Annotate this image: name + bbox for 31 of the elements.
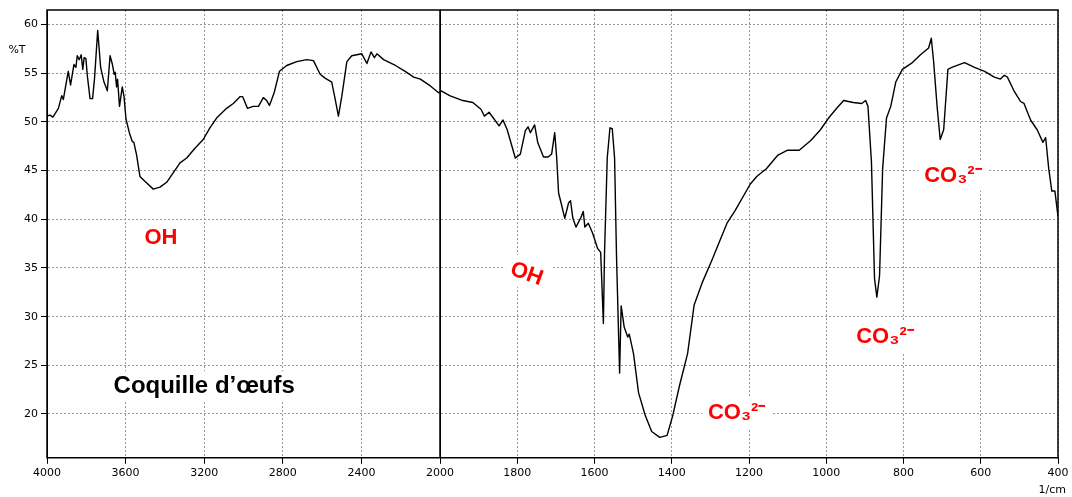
y-axis-title: %T [8, 42, 26, 56]
x-tick-label: 800 [893, 466, 914, 480]
y-tick-label: 25 [24, 358, 38, 372]
y-tick-label: 50 [24, 114, 38, 128]
x-tick-label: 1200 [735, 466, 763, 480]
x-tick-label: 1600 [580, 466, 609, 480]
annotation: CO₃²⁻ [707, 399, 767, 425]
x-tick-label: 1000 [812, 466, 841, 480]
x-tick-label: 1800 [503, 466, 532, 480]
x-axis-title: 1/cm [1038, 483, 1066, 497]
annotation: OH [144, 224, 178, 250]
y-tick-label: 55 [24, 66, 38, 80]
annotation: OH [507, 255, 547, 291]
x-tick-label: 1400 [657, 466, 686, 480]
y-tick-label: 45 [24, 163, 38, 177]
x-tick-label: 400 [1047, 466, 1069, 480]
x-tick-label: 2400 [347, 466, 376, 480]
x-tick-label: 4000 [33, 466, 61, 480]
annotation: CO₃²⁻ [924, 161, 983, 187]
y-tick-label: 20 [24, 406, 38, 420]
y-tick-label: 60 [24, 17, 38, 31]
x-tick-label: 3200 [190, 466, 219, 480]
y-tick-label: 30 [24, 309, 38, 323]
annotation: CO₃²⁻ [856, 322, 915, 348]
y-tick-label: 40 [24, 212, 38, 226]
x-tick-label: 3600 [111, 466, 140, 480]
y-tick-label: 35 [24, 260, 38, 274]
annotation: Coquille d’œufs [113, 370, 295, 398]
x-tick-label: 600 [970, 466, 992, 480]
x-tick-label: 2000 [426, 466, 454, 480]
x-tick-label: 2800 [268, 466, 297, 480]
